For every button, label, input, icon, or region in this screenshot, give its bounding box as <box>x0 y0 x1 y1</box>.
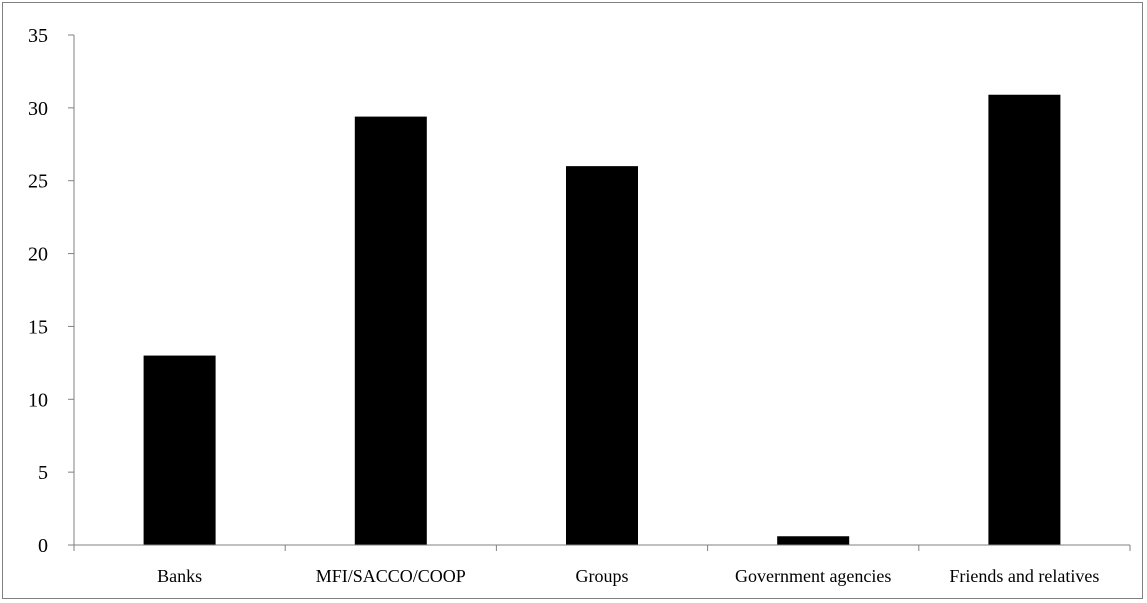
y-tick-label: 15 <box>28 316 48 338</box>
x-category-label: Groups <box>576 566 629 586</box>
y-tick-label: 20 <box>28 244 48 266</box>
y-tick-label: 10 <box>28 389 48 411</box>
y-tick-label: 30 <box>28 98 48 120</box>
y-tick-label: 35 <box>28 25 48 47</box>
bar-mfi-sacco-coop <box>354 116 427 545</box>
x-category-label: Banks <box>157 566 202 586</box>
x-category-label: Friends and relatives <box>949 566 1099 586</box>
y-tick-label: 25 <box>28 171 48 193</box>
bar-friends-and-relatives <box>988 94 1061 545</box>
y-tick-label: 0 <box>38 535 48 557</box>
x-labels-group: Banks MFI/SACCO/COOP Groups Government agen… <box>157 566 1099 586</box>
y-tick-label: 5 <box>38 462 48 484</box>
axes-group <box>68 34 1131 551</box>
y-ticks-group: 0 5 10 15 20 25 30 35 <box>28 25 48 557</box>
bar-government-agencies <box>777 536 850 545</box>
bars-group <box>143 94 1061 545</box>
bar-banks <box>143 355 216 545</box>
x-category-label: MFI/SACCO/COOP <box>316 566 466 586</box>
bar-groups <box>566 166 638 545</box>
x-category-label: Government agencies <box>735 566 891 586</box>
